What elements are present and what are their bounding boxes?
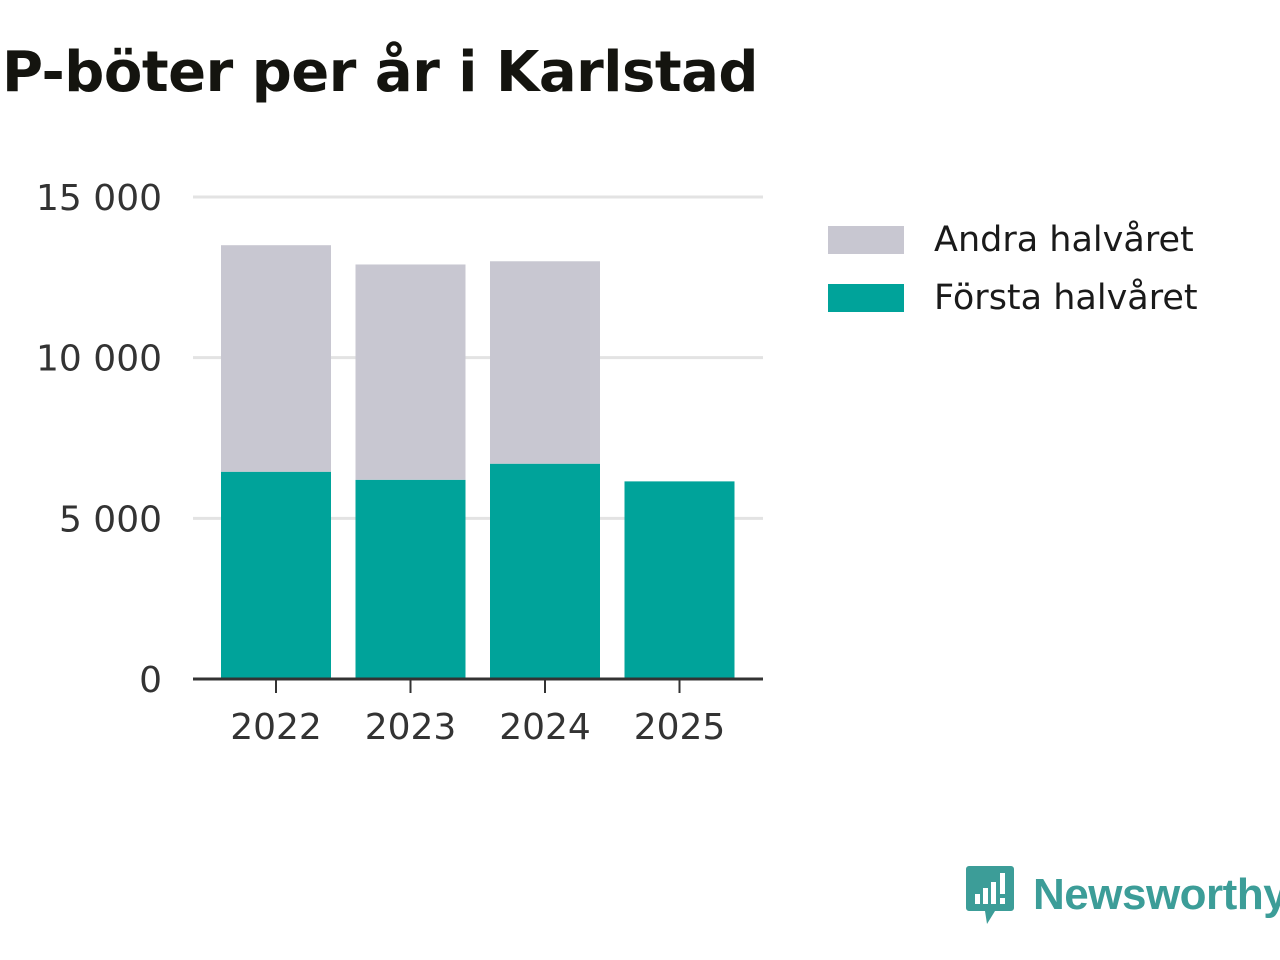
y-tick-label-1: 5 000 xyxy=(59,499,162,540)
bar-second-half-2023 xyxy=(355,264,466,480)
brand-name: Newsworthy xyxy=(1033,870,1280,919)
newsworthy-logo-icon xyxy=(966,866,1014,924)
brand-logo: Newsworthy xyxy=(965,864,1280,926)
x-tick-label-2024: 2024 xyxy=(499,707,591,748)
y-tick-label-0: 0 xyxy=(139,660,162,701)
bar-first-half-2022 xyxy=(221,471,331,679)
legend-swatch-first-half xyxy=(828,284,904,312)
y-tick-label-3: 15 000 xyxy=(36,178,162,219)
chart-legend: Andra halvåret Första halvåret xyxy=(828,218,1198,334)
y-tick-label-2: 10 000 xyxy=(36,339,162,380)
legend-item-second-half: Andra halvåret xyxy=(828,218,1198,262)
legend-label-second-half: Andra halvåret xyxy=(934,220,1194,260)
legend-swatch-second-half xyxy=(828,226,904,254)
x-tick-label-2025: 2025 xyxy=(634,707,726,748)
bar-first-half-2025 xyxy=(624,481,735,679)
x-tick-label-2022: 2022 xyxy=(230,707,322,748)
bar-second-half-2024 xyxy=(490,261,600,464)
bar-chart: 2022 2023 2024 2025 0 5 000 10 000 15 000 xyxy=(36,178,763,748)
bar-first-half-2023 xyxy=(355,479,466,679)
x-tick-label-2023: 2023 xyxy=(365,707,457,748)
bar-second-half-2022 xyxy=(221,245,331,472)
legend-label-first-half: Första halvåret xyxy=(934,278,1198,318)
legend-item-first-half: Första halvåret xyxy=(828,276,1198,320)
bar-first-half-2024 xyxy=(490,463,600,679)
chart-title: P-böter per år i Karlstad xyxy=(2,40,758,105)
